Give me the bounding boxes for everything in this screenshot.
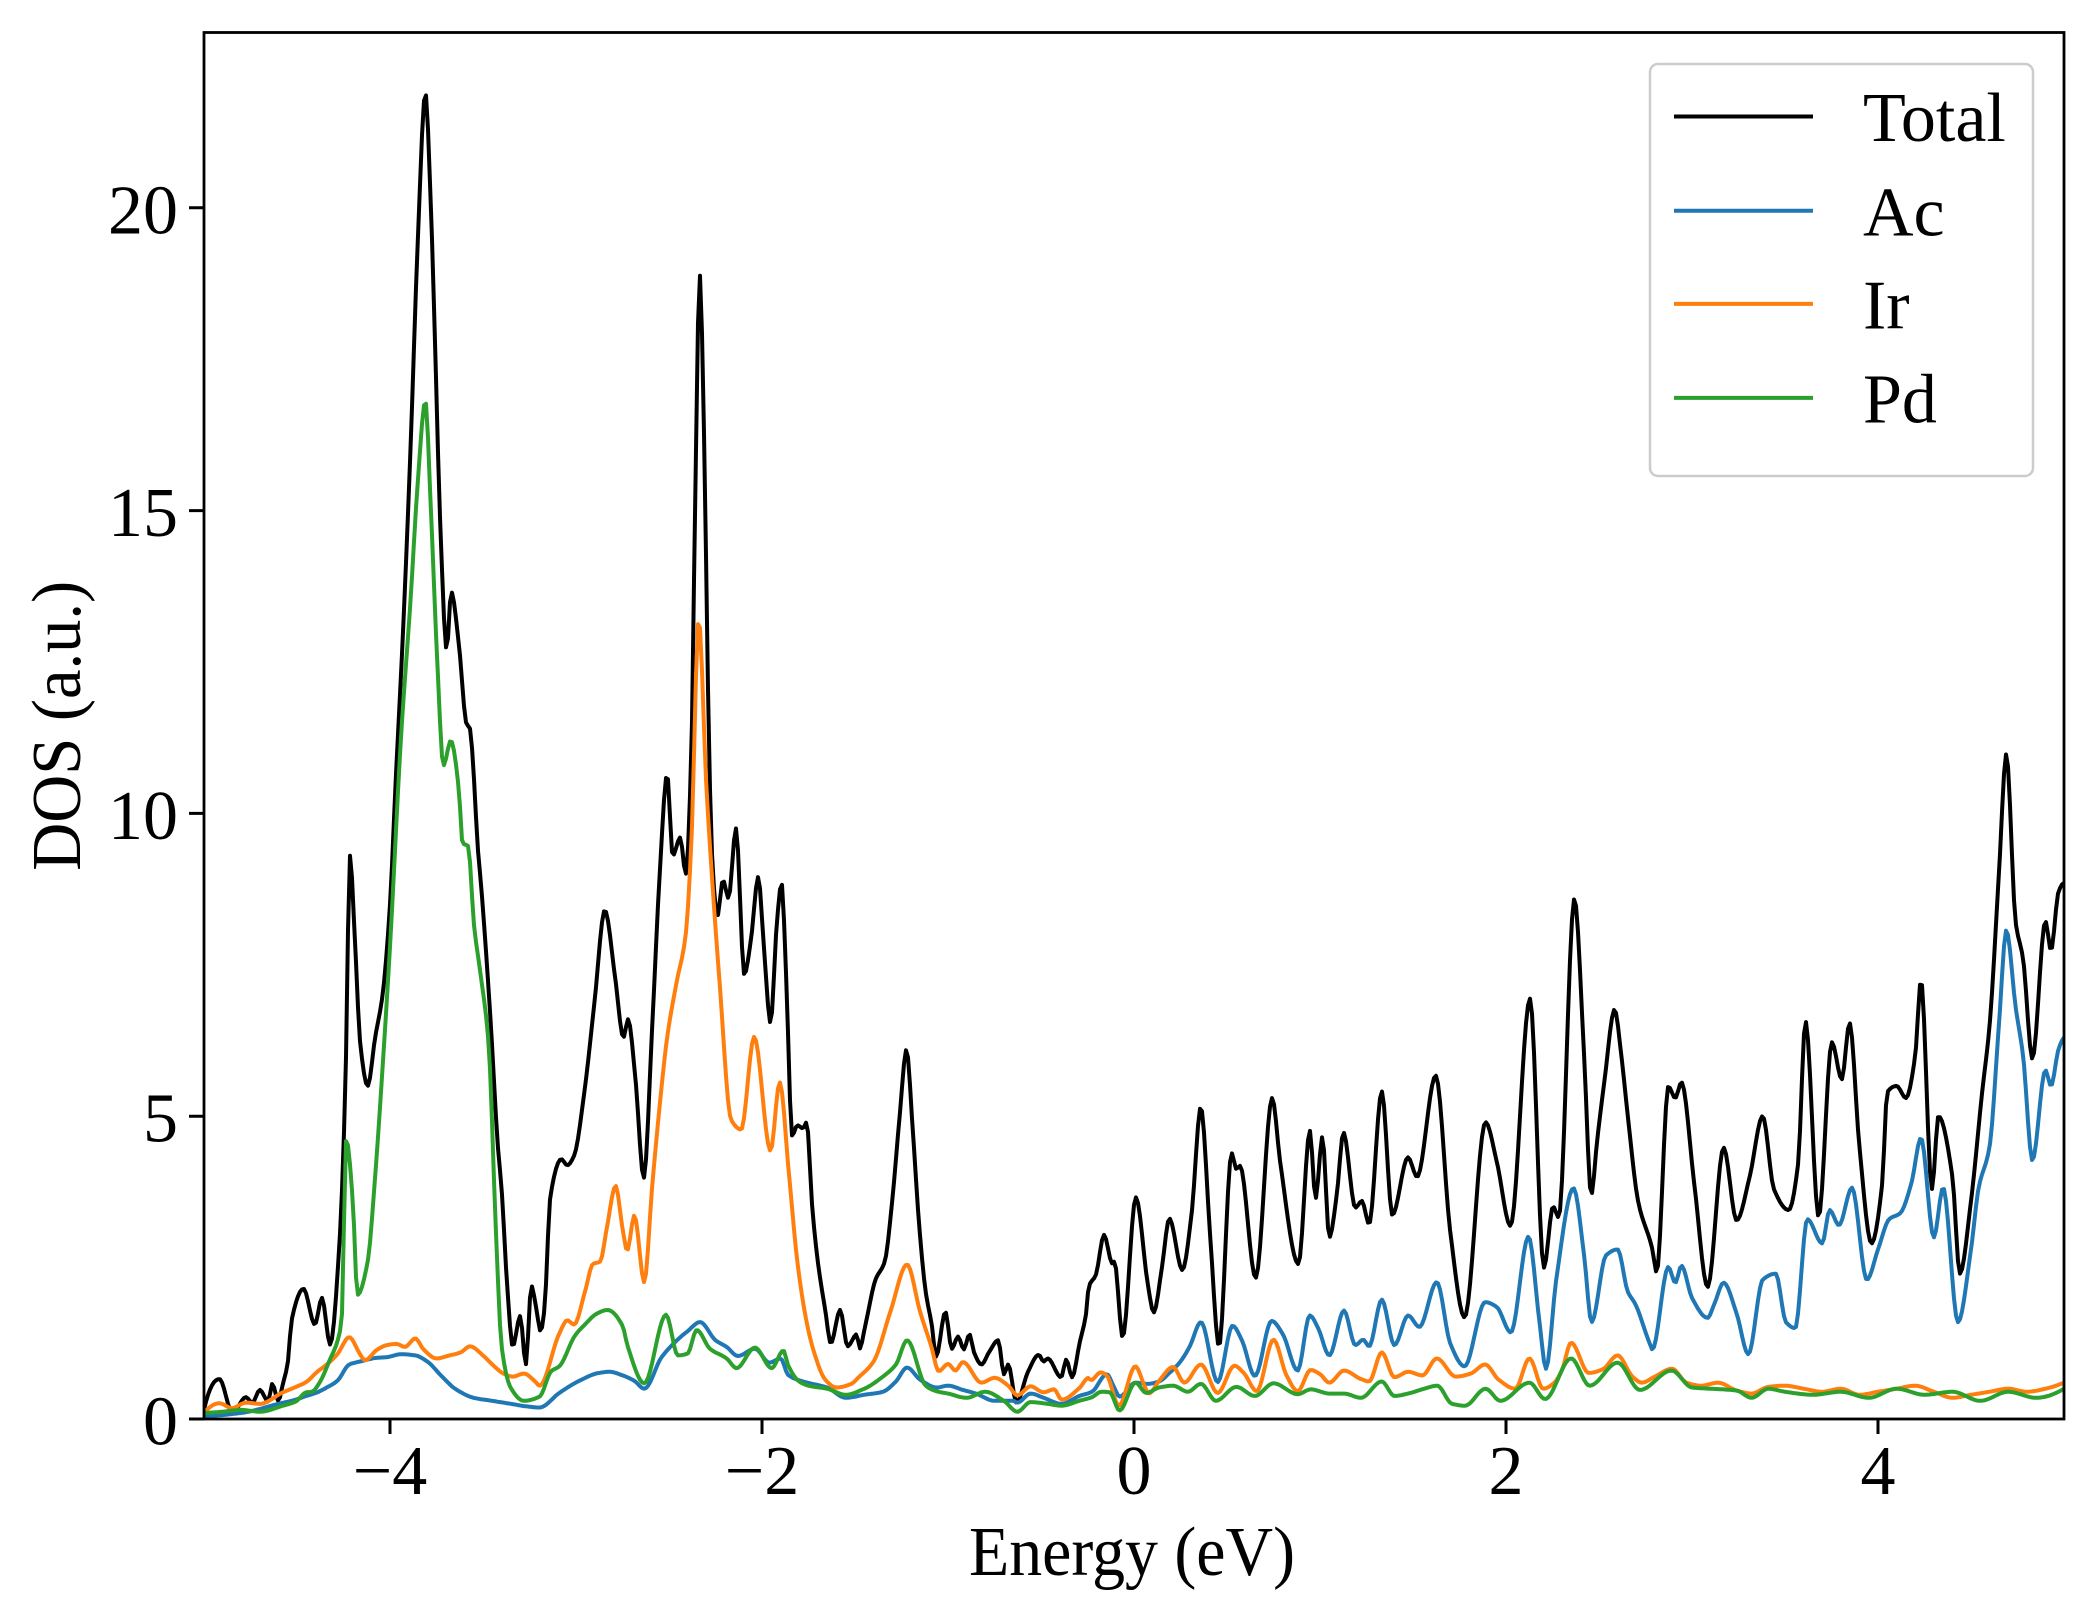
svg-text:Energy (eV): Energy (eV) (969, 1514, 1295, 1591)
svg-text:Ac: Ac (1863, 174, 1945, 251)
svg-text:Pd: Pd (1863, 361, 1937, 438)
svg-text:−4: −4 (353, 1433, 427, 1510)
svg-text:4: 4 (1861, 1433, 1896, 1510)
svg-text:10: 10 (108, 778, 178, 855)
svg-text:DOS (a.u.): DOS (a.u.) (19, 581, 96, 871)
svg-text:2: 2 (1489, 1433, 1524, 1510)
svg-text:0: 0 (143, 1384, 178, 1461)
svg-text:−2: −2 (725, 1433, 799, 1510)
svg-text:0: 0 (1117, 1433, 1152, 1510)
svg-text:15: 15 (108, 475, 178, 552)
svg-text:Total: Total (1863, 80, 2006, 157)
svg-text:5: 5 (143, 1081, 178, 1158)
svg-text:Ir: Ir (1863, 267, 1910, 344)
svg-text:20: 20 (108, 172, 178, 249)
